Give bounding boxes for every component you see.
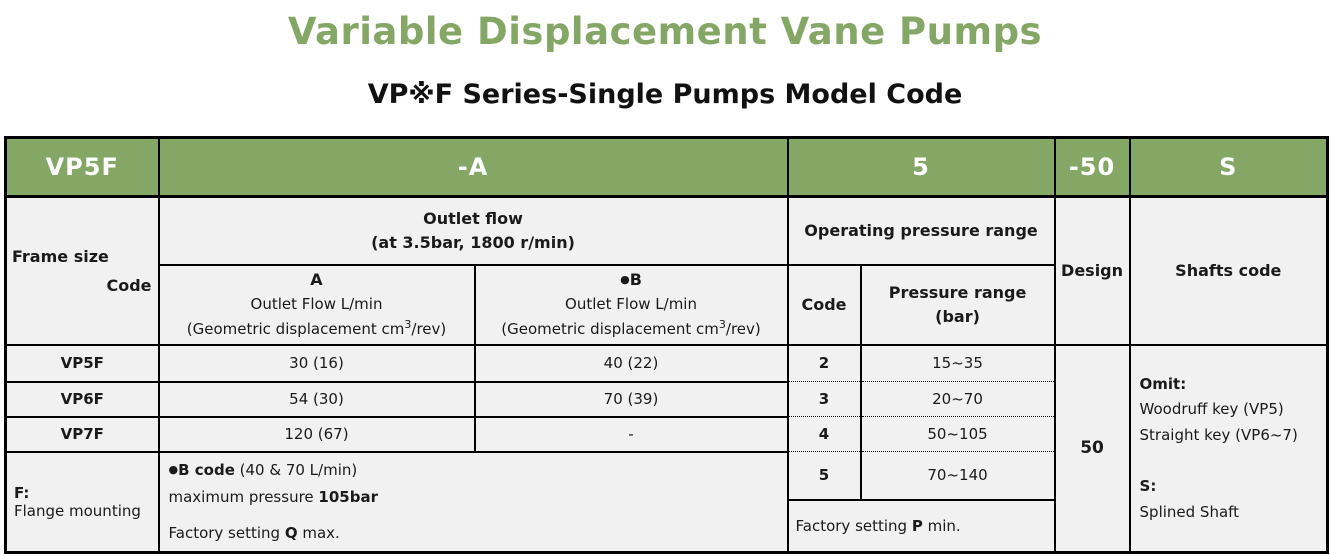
- header-row-top: Code Frame size Outlet flow (at 3.5bar, …: [4, 195, 1329, 346]
- column-b-displacement: (Geometric displacement cm3/rev): [501, 317, 761, 338]
- mounting-note: F: Flange mounting: [4, 450, 160, 554]
- model-code-table: VP5F -A 5 -50 S Code Frame size Outlet f…: [4, 136, 1330, 554]
- page-title: Variable Displacement Vane Pumps: [287, 10, 1043, 53]
- vp6f-flow-b: 70 (39): [473, 380, 789, 418]
- column-b-header: ●B Outlet Flow L/min (Geometric displace…: [473, 263, 789, 346]
- frame-vp7f: VP7F: [4, 415, 160, 453]
- vp5f-flow-a: 30 (16): [157, 343, 476, 383]
- spacer: [1140, 448, 1326, 474]
- header-row-sub: A Outlet Flow L/min (Geometric displacem…: [6, 263, 1328, 346]
- page-subtitle: VP※F Series-Single Pumps Model Code: [367, 79, 963, 110]
- vp6f-flow-a: 54 (30): [157, 380, 476, 418]
- vp5f-flow-b: 40 (22): [473, 343, 789, 383]
- table-row: F: Flange mounting ●B code (40 & 70 L/mi…: [4, 450, 1328, 554]
- design-header: Design: [1053, 195, 1131, 346]
- mounting-code: F:: [14, 483, 30, 502]
- outlet-flow-header: Outlet flow (at 3.5bar, 1800 r/min): [157, 195, 789, 266]
- b-code-line2: maximum pressure 105bar: [168, 487, 378, 506]
- b-code-note-cell: ●B code (40 & 70 L/min) maximum pressure…: [157, 450, 789, 554]
- pressure-code-3: 3: [786, 381, 862, 417]
- frame-vp5f: VP5F: [4, 343, 160, 383]
- model-code-shaft: S: [1128, 136, 1329, 198]
- mounting-text: Flange mounting: [14, 501, 141, 520]
- column-a-displacement: (Geometric displacement cm3/rev): [186, 317, 447, 338]
- outlet-flow-condition: (at 3.5bar, 1800 r/min): [371, 232, 575, 252]
- pressure-code-4: 4: [786, 416, 862, 452]
- design-value: 50: [1053, 343, 1131, 554]
- shaft-omit-option2: Straight key (VP6~7): [1139, 425, 1298, 444]
- spacer: [169, 510, 786, 520]
- shaft-omit-option1: Woodruff key (VP5): [1139, 400, 1284, 418]
- model-code-row: VP5F -A 5 -50 S: [4, 136, 1329, 198]
- shaft-options: Omit: Woodruff key (VP5) Straight key (V…: [1132, 372, 1326, 526]
- pressure-range-2: 15~35: [859, 343, 1056, 382]
- pressure-code-header: Code: [786, 263, 862, 346]
- pressure-code-2: 2: [786, 343, 862, 382]
- model-code-pressure: 5: [786, 136, 1056, 198]
- table-row: VP5F 30 (16) 40 (22) 2 15~35 50 Omit: Wo…: [4, 343, 1329, 554]
- column-a-code: A: [310, 269, 323, 289]
- corner-frame-size-label: Frame size: [12, 246, 109, 266]
- b-code-line1: ●B code (40 & 70 L/min): [168, 461, 358, 480]
- corner-cell: Code Frame size: [4, 195, 160, 346]
- operating-pressure-header: Operating pressure range: [786, 195, 1056, 266]
- vp7f-flow-b: -: [473, 415, 789, 453]
- factory-setting-p: Factory setting P min.: [786, 498, 1056, 554]
- factory-setting-q: Factory setting Q max.: [168, 523, 340, 542]
- pressure-range-3: 20~70: [859, 381, 1056, 417]
- shaft-s-option: Splined Shaft: [1139, 502, 1240, 521]
- model-code-flow: -A: [157, 136, 789, 198]
- shafts-code-header: Shafts code: [1128, 195, 1329, 346]
- model-code-frame: VP5F: [4, 136, 160, 198]
- pressure-code-5: 5: [786, 451, 862, 501]
- table-row: Factory setting P min.: [6, 498, 1328, 554]
- vp7f-flow-a: 120 (67): [157, 415, 476, 453]
- pressure-range-header: Pressure range (bar): [859, 263, 1056, 346]
- column-b-code: ●B: [620, 269, 642, 289]
- shaft-omit-label: Omit:: [1139, 374, 1187, 393]
- column-a-header: A Outlet Flow L/min (Geometric displacem…: [157, 263, 476, 346]
- outlet-flow-title: Outlet flow: [423, 208, 523, 228]
- column-b-unit: Outlet Flow L/min: [565, 294, 697, 313]
- frame-vp6f: VP6F: [4, 380, 160, 418]
- corner-code-label: Code: [106, 275, 152, 295]
- shaft-s-label: S:: [1139, 477, 1157, 495]
- pressure-range-4: 50~105: [859, 416, 1056, 452]
- pressure-range-5: 70~140: [859, 451, 1056, 501]
- model-code-design: -50: [1053, 136, 1131, 198]
- shafts-options-cell: Omit: Woodruff key (VP5) Straight key (V…: [1128, 343, 1329, 554]
- column-a-unit: Outlet Flow L/min: [250, 294, 383, 313]
- b-code-note: ●B code (40 & 70 L/min) maximum pressure…: [161, 457, 786, 546]
